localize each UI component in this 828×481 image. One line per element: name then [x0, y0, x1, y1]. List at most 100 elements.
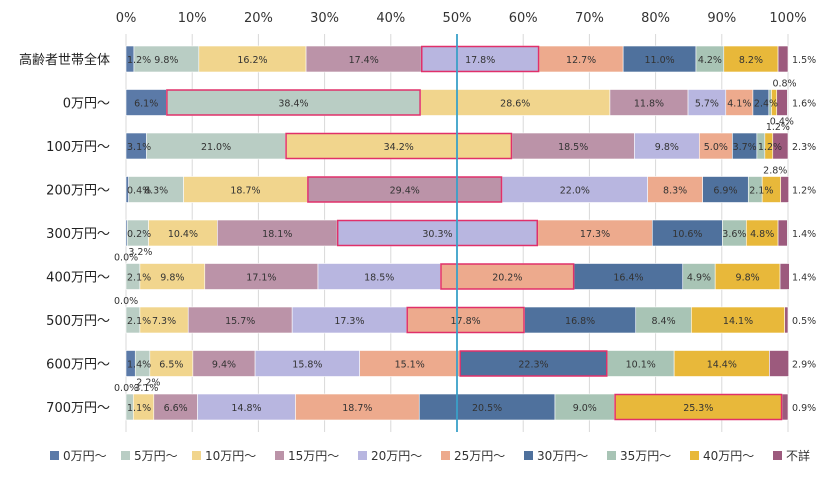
data-label: 1.4% — [792, 229, 816, 240]
data-label: 7.3% — [152, 316, 176, 327]
data-label: 15.7% — [225, 316, 255, 327]
bar-segment — [524, 306, 637, 334]
data-label: 12.7% — [566, 55, 596, 66]
data-label: 20.5% — [472, 403, 502, 414]
data-label: 1.6% — [792, 99, 816, 110]
data-label: 3.2% — [128, 247, 152, 258]
bar-segment — [647, 176, 703, 203]
data-label: 11.8% — [634, 99, 664, 110]
legend-item: 20万円～ — [358, 449, 422, 463]
legend-item: 0万円～ — [50, 449, 107, 463]
bar-segment — [772, 132, 789, 160]
legend-swatch — [441, 451, 450, 460]
data-label: 17.8% — [465, 55, 495, 66]
legend-swatch — [121, 451, 130, 460]
data-label: 17.3% — [580, 229, 610, 240]
highlighted-segment — [421, 45, 540, 73]
data-label: 9.8% — [160, 273, 184, 284]
data-label: 3.1% — [134, 383, 158, 394]
bar-segment — [192, 350, 256, 377]
bar-segment — [777, 45, 789, 73]
bar-segment — [784, 306, 789, 334]
bar-segment — [687, 89, 727, 116]
x-tick-label: 0% — [116, 11, 137, 26]
data-label: 6.9% — [713, 186, 737, 197]
data-label: 30.3% — [422, 229, 452, 240]
legend-swatch — [524, 451, 533, 460]
data-label: 1.2% — [758, 142, 782, 153]
legend-swatch — [773, 451, 782, 460]
legend-item: 25万円～ — [441, 449, 505, 463]
bar-segment — [197, 393, 296, 421]
data-label: 34.2% — [384, 142, 414, 153]
data-label: 9.4% — [212, 360, 236, 371]
bar-segment — [149, 350, 194, 377]
x-tick-label: 90% — [707, 11, 736, 26]
bar-segment — [183, 176, 308, 203]
data-label: 10.6% — [672, 229, 702, 240]
data-label: 17.1% — [246, 273, 276, 284]
bar-segment — [440, 263, 575, 290]
data-label: 0.9% — [792, 403, 816, 414]
highlighted-segment — [336, 219, 539, 247]
bar-segment — [133, 45, 200, 73]
bar-row: 6.1% 38.4% 28.6% 11.8% 5.7% 4.1% 2.4% 0.4% 0.8% 1… — [125, 79, 816, 128]
bar-segment — [336, 219, 539, 247]
data-label: 22.0% — [560, 186, 590, 197]
bar-segment — [769, 350, 789, 377]
data-label: 28.6% — [500, 99, 530, 110]
x-tick-label: 50% — [443, 11, 472, 26]
legend-item: 15万円～ — [275, 449, 339, 463]
data-label: 29.4% — [390, 186, 420, 197]
data-label: 17.3% — [334, 316, 364, 327]
bar-segment — [634, 132, 700, 160]
data-label: 5.0% — [704, 142, 728, 153]
legend-label: 10万円～ — [205, 449, 256, 463]
bar-segment — [198, 45, 307, 73]
x-tick-label: 80% — [641, 11, 670, 26]
data-label: 8.3% — [144, 186, 168, 197]
legend-label: 35万円～ — [620, 449, 671, 463]
legend-swatch — [275, 451, 284, 460]
data-label: 17.8% — [451, 316, 481, 327]
data-label: 21.0% — [201, 142, 231, 153]
legend-label: 15万円～ — [288, 449, 339, 463]
data-label: 8.4% — [651, 316, 675, 327]
data-label: 1.4% — [792, 273, 816, 284]
bar-row: 0.2% 3.2% 10.4% 18.1% 30.3% 17.3% 10.6% 3.6% 4.8… — [125, 219, 816, 258]
data-label: 9.8% — [736, 273, 760, 284]
legend-item: 40万円～ — [690, 449, 754, 463]
data-label: 3.1% — [127, 142, 151, 153]
data-label: 15.1% — [395, 360, 425, 371]
bar-segment — [635, 306, 692, 334]
bar-row: 0.0% 2.1% 9.8% 17.1% 18.5% 20.2% 16.4% 4.9% 9.8%… — [114, 253, 816, 290]
bar-segment — [723, 45, 779, 73]
legend-item: 10万円～ — [192, 449, 256, 463]
data-label: 0.8% — [772, 79, 796, 90]
data-label: 16.4% — [613, 273, 643, 284]
data-label: 11.0% — [644, 55, 674, 66]
category-label: 600万円～ — [46, 358, 110, 373]
data-label: 2.1% — [127, 316, 151, 327]
data-label: 16.2% — [237, 55, 267, 66]
highlighted-segment — [406, 306, 525, 334]
x-tick-label: 30% — [310, 11, 339, 26]
bar-segment — [609, 89, 689, 116]
legend-swatch — [50, 451, 59, 460]
bar-segment — [673, 350, 770, 377]
data-label: 1.5% — [792, 55, 816, 66]
data-label: 38.4% — [278, 99, 308, 110]
data-label: 25.3% — [683, 403, 713, 414]
bar-segment — [501, 176, 648, 203]
bar-row: 1.2% 9.8% 16.2% 17.4% 17.8% 12.7% 11.0% 4.2% 8.2… — [125, 45, 816, 73]
highlighted-segment — [459, 350, 608, 377]
data-label: 8.2% — [739, 55, 763, 66]
bar-segment — [420, 89, 611, 116]
bar-segment — [406, 306, 525, 334]
category-label: 100万円～ — [46, 140, 110, 155]
category-label: 200万円～ — [46, 184, 110, 199]
data-label: 0.4% — [770, 117, 794, 128]
data-label: 2.1% — [127, 273, 151, 284]
bar-segment — [725, 89, 754, 116]
